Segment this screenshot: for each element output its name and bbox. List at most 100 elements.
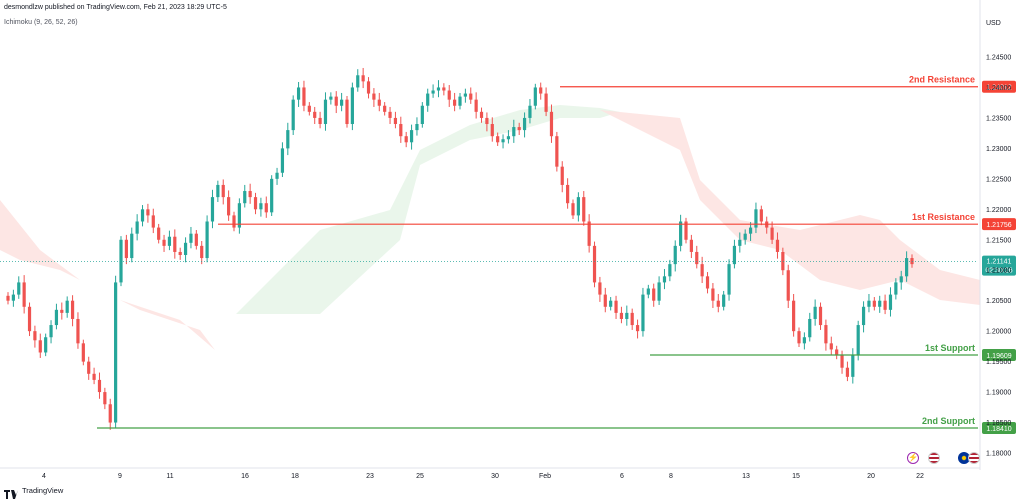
y-tick-label: 1.23500 xyxy=(986,115,1011,122)
candle-body xyxy=(501,139,505,143)
level-price: 1.19609 xyxy=(986,353,1011,360)
level-name: 2nd Resistance xyxy=(909,75,975,85)
candle-body xyxy=(146,209,150,216)
candle-body xyxy=(722,294,726,307)
y-tick-label: 1.23000 xyxy=(986,146,1011,153)
candle-body xyxy=(307,105,311,112)
candle-body xyxy=(183,242,188,255)
candle-body xyxy=(845,367,850,377)
candle-body xyxy=(356,75,360,88)
brand-text: TradingView xyxy=(22,486,64,495)
level-price-tag xyxy=(982,422,1016,435)
candle-body xyxy=(861,306,866,326)
candle-body xyxy=(49,325,53,338)
candle-body xyxy=(775,239,780,252)
candle-body xyxy=(350,87,354,125)
level-price-tag xyxy=(982,348,1016,361)
candle-body xyxy=(399,124,403,137)
candle-body xyxy=(178,251,182,255)
candle-body xyxy=(716,300,720,307)
candle-body xyxy=(119,239,123,283)
candle-body xyxy=(409,130,414,143)
candle-body xyxy=(506,136,511,140)
candle-body xyxy=(157,227,161,240)
y-tick-label: 1.22500 xyxy=(986,176,1011,183)
candle-body xyxy=(388,111,392,118)
level-price-tag xyxy=(982,218,1016,231)
candle-body xyxy=(54,309,59,326)
y-tick-label: 1.19500 xyxy=(986,359,1011,366)
us-flag-icon[interactable] xyxy=(928,452,940,464)
candle-body xyxy=(124,239,128,259)
candle-body xyxy=(835,349,839,356)
candle-body xyxy=(393,117,398,125)
candle-body xyxy=(92,373,96,380)
candle-body xyxy=(872,300,876,307)
x-tick-label: 22 xyxy=(916,473,924,480)
y-tick-label: 1.24500 xyxy=(986,55,1011,62)
indicator-label[interactable]: Ichimoku (9, 26, 52, 26) xyxy=(4,19,78,26)
last-price-value: 1.21141 xyxy=(987,259,1012,266)
x-tick-label: 15 xyxy=(792,473,800,480)
candle-body xyxy=(630,312,634,326)
candle-body xyxy=(286,130,290,149)
candle-body xyxy=(426,93,430,106)
candle-body xyxy=(313,111,317,118)
candle-body xyxy=(727,264,731,295)
candle-body xyxy=(738,239,742,246)
candle-body xyxy=(792,300,796,332)
candle-body xyxy=(781,251,785,271)
candle-body xyxy=(743,233,747,240)
tradingview-brand[interactable]: TradingView xyxy=(4,485,64,499)
level-name: 2nd Support xyxy=(922,416,975,426)
candle-body xyxy=(646,288,650,295)
candle-body xyxy=(167,236,172,246)
last-price: 1.21141 02:30:26 xyxy=(0,255,1016,276)
x-tick-label: 30 xyxy=(491,473,499,480)
candle-body xyxy=(103,392,107,405)
candle-body xyxy=(108,404,112,423)
candle-body xyxy=(97,379,102,393)
candle-body xyxy=(576,197,580,216)
candle-body xyxy=(318,117,322,125)
y-tick-label: 1.21500 xyxy=(986,237,1011,244)
candle-body xyxy=(431,90,435,94)
candle-body xyxy=(200,245,204,259)
candle-body xyxy=(334,96,338,106)
eu-flag-icon[interactable] xyxy=(958,452,970,464)
cloud-bearish-right xyxy=(600,110,980,305)
candle-body xyxy=(329,96,333,100)
candle-body xyxy=(635,325,640,332)
candle-body xyxy=(114,282,118,423)
candle-body xyxy=(323,99,328,125)
publisher-caption: desmondlzw published on TradingView.com,… xyxy=(4,4,227,11)
candle-body xyxy=(275,172,279,179)
x-tick-label: 25 xyxy=(416,473,424,480)
candle-body xyxy=(232,215,236,228)
level-price: 1.21756 xyxy=(986,222,1011,229)
us-flag-icon[interactable] xyxy=(968,452,980,464)
candle-body xyxy=(603,294,607,307)
candle-body xyxy=(528,105,532,118)
candle-body xyxy=(6,295,10,301)
candle-body xyxy=(60,309,64,313)
candle-body xyxy=(684,221,688,240)
candle-body xyxy=(888,294,893,310)
candle-body xyxy=(566,184,570,204)
candle-body xyxy=(582,197,586,222)
candle-body xyxy=(786,270,790,301)
candle-body xyxy=(657,282,661,301)
x-axis: 4 9 11 16 18 23 25 30 Feb 6 8 13 15 20 22 xyxy=(0,467,980,480)
y-tick-label: 1.19000 xyxy=(986,390,1011,397)
candle-body xyxy=(485,117,489,125)
cloud-bullish xyxy=(236,105,620,314)
currency-label: USD xyxy=(986,20,1001,27)
candle-body xyxy=(818,306,823,326)
candle-body xyxy=(711,288,715,301)
lightning-icon[interactable]: ⚡ xyxy=(907,452,919,464)
candle-body xyxy=(571,203,575,216)
candle-body xyxy=(587,221,591,246)
candle-body xyxy=(130,233,134,259)
candle-body xyxy=(592,245,597,283)
